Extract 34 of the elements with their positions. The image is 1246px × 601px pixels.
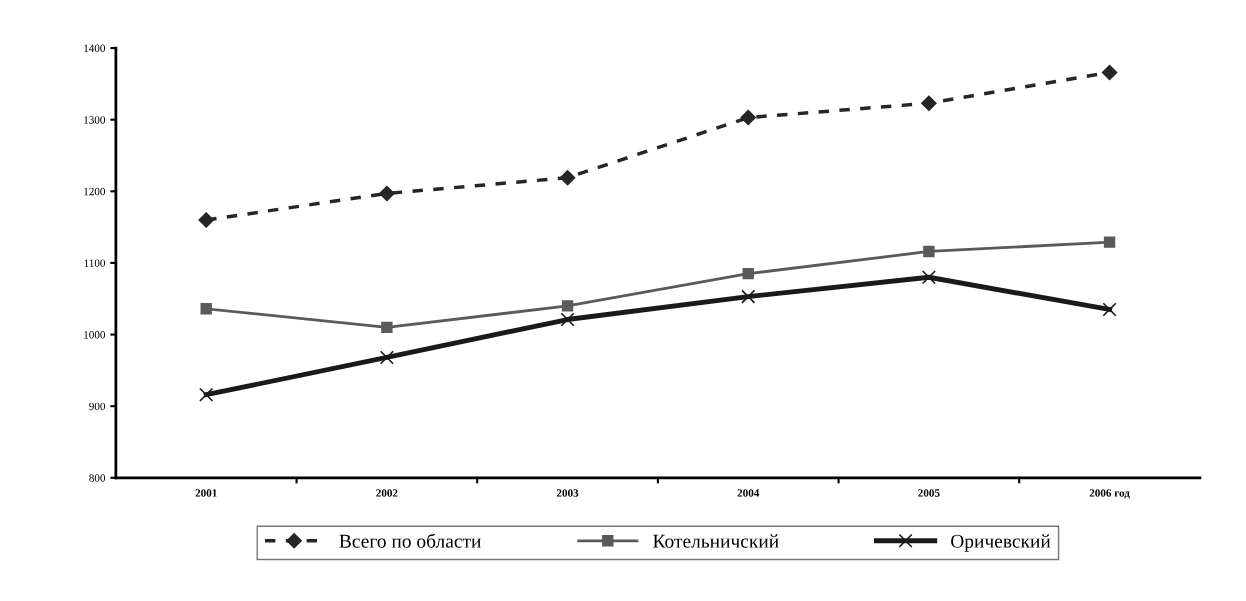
point: [381, 321, 393, 334]
legend-label: Оричевский: [951, 534, 1051, 552]
x-tick-label: 2005: [918, 489, 940, 497]
point: [740, 109, 756, 126]
x-tick-label: 2006 год: [1089, 489, 1130, 499]
point: [921, 95, 937, 111]
x-tick-label: 2002: [376, 489, 398, 497]
point: [559, 170, 576, 186]
y-tick-label: 800: [89, 474, 106, 482]
point: [1101, 64, 1118, 81]
point: [561, 300, 574, 312]
point: [921, 270, 936, 285]
legend-label: Всего по области: [339, 533, 481, 548]
x-tick-label: 2001: [195, 489, 217, 497]
y-tick-label: 900: [89, 402, 106, 411]
legend-label: Котельничский: [653, 534, 779, 548]
point: [379, 185, 395, 202]
point: [923, 245, 935, 258]
point: [200, 303, 212, 315]
point: [1102, 302, 1117, 317]
y-tick-label: 1100: [84, 259, 106, 267]
point: [741, 289, 756, 304]
y-tick-label: 1200: [84, 187, 106, 196]
point: [198, 212, 214, 228]
y-tick-label: 1300: [84, 116, 106, 124]
y-tick-label: 1000: [84, 331, 106, 339]
point: [560, 312, 575, 327]
x-tick-label: 2004: [737, 489, 760, 497]
point: [199, 387, 214, 402]
x-tick-label: 2003: [556, 489, 579, 497]
point: [742, 267, 754, 280]
y-tick-label: 1400: [84, 44, 106, 53]
point: [379, 350, 394, 365]
point: [1103, 236, 1116, 248]
